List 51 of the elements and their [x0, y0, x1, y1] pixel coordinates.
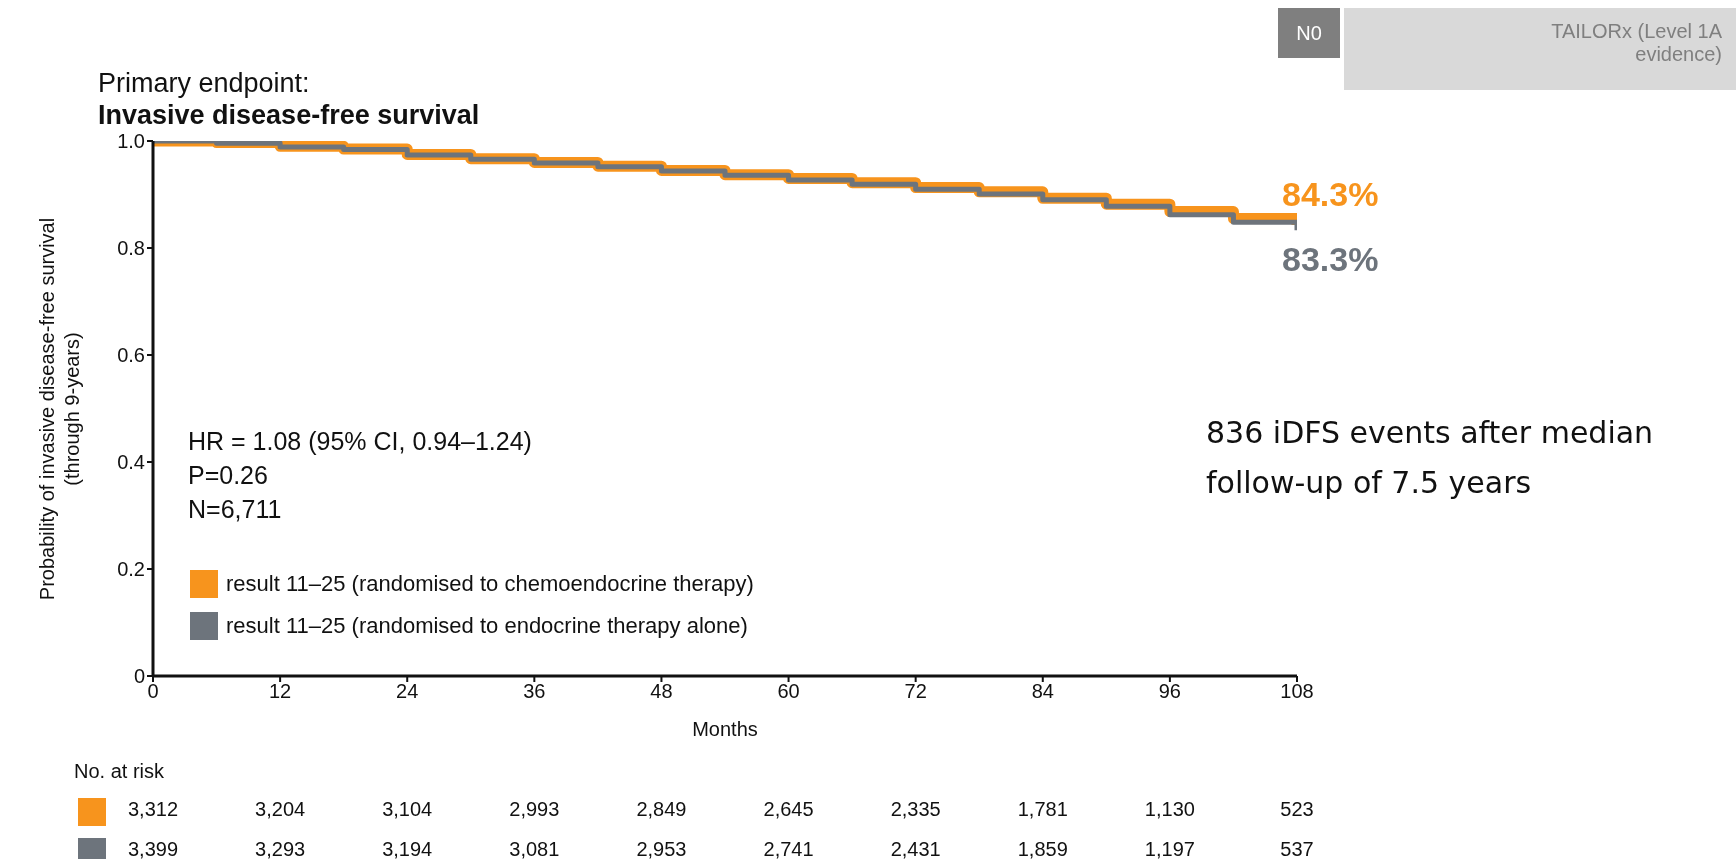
y-tick-label: 0.6 — [117, 344, 145, 367]
y-tick-label: 0.2 — [117, 558, 145, 581]
text: 1,130 — [1144, 798, 1195, 821]
y-tick-label: 0.8 — [117, 237, 145, 260]
text: 523 — [1280, 798, 1314, 821]
text: 1,781 — [1017, 798, 1068, 821]
text: TAILORx (Level 1A evidence) — [1344, 8, 1736, 90]
text: 2,741 — [763, 838, 814, 859]
x-tick-label: 84 — [1031, 680, 1054, 703]
text: No. at risk — [74, 760, 165, 783]
text: 3,399 — [127, 838, 179, 859]
x-tick-label: 12 — [268, 680, 292, 703]
chart-subtitle: Invasive disease-free survival — [98, 100, 480, 131]
x-axis-title: Months — [692, 718, 758, 740]
x-tick-label: 96 — [1158, 680, 1182, 703]
text: 2,849 — [636, 798, 687, 821]
x-tick-label: 24 — [396, 680, 419, 703]
text: 2,993 — [509, 798, 560, 821]
text: 3,312 — [127, 798, 179, 821]
text: 2,431 — [890, 838, 941, 859]
text: 537 — [1280, 838, 1314, 859]
x-tick-label: 36 — [523, 680, 546, 703]
text: 3,204 — [255, 798, 306, 821]
x-tick-label: 72 — [904, 680, 927, 703]
text: 2,335 — [890, 798, 941, 821]
chart-title: Primary endpoint: — [98, 68, 310, 99]
legend-label: result 11–25 (randomised to chemoendocrine therapy) — [226, 571, 754, 597]
text: 3,293 — [255, 838, 306, 859]
x-tick-label: 108 — [1280, 680, 1314, 703]
text: 3,081 — [509, 838, 560, 859]
text: 1,859 — [1017, 838, 1068, 859]
text: 3,104 — [382, 798, 433, 821]
annotation: 84.3% — [1282, 174, 1379, 214]
annotation: 836 iDFS events after median follow-up of 7.5 years — [1206, 414, 1655, 502]
annotation: HR = 1.08 (95% CI, 0.94–1.24) — [188, 426, 532, 457]
y-tick-label: 1.0 — [117, 130, 145, 153]
annotation: N=6,711 — [188, 494, 283, 525]
x-tick-label: 48 — [650, 680, 673, 703]
y-tick-label: 0 — [133, 665, 145, 688]
y-axis-title: Probability of invasive disease-free survival (through 9-years) — [35, 217, 84, 600]
annotation: P=0.26 — [188, 460, 269, 491]
annotation: 83.3% — [1282, 240, 1379, 280]
text: 2,953 — [636, 838, 687, 859]
text: 1,197 — [1144, 838, 1195, 859]
x-tick-label: 60 — [777, 680, 800, 703]
y-tick-label: 0.4 — [117, 451, 145, 474]
x-tick-label: 0 — [147, 680, 159, 703]
text: 2,645 — [763, 798, 814, 821]
text: N0 — [1278, 8, 1340, 58]
text: 3,194 — [382, 838, 433, 859]
legend-label: result 11–25 (randomised to endocrine therapy alone) — [226, 613, 748, 639]
